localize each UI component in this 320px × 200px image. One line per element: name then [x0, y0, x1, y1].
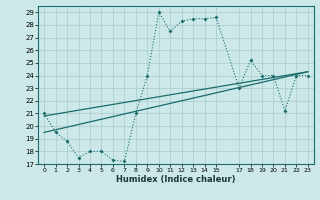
X-axis label: Humidex (Indice chaleur): Humidex (Indice chaleur) — [116, 175, 236, 184]
